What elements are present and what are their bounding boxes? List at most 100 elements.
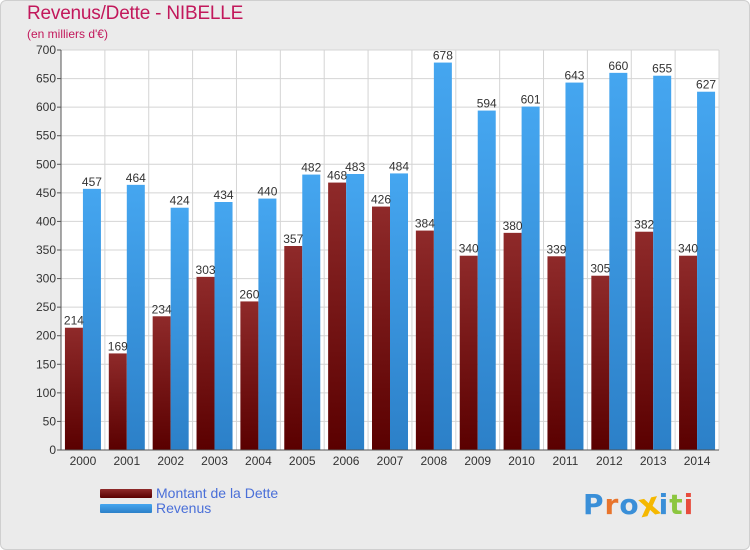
bar-revenus (477, 110, 496, 451)
logo-letter: o (619, 488, 640, 521)
y-tick-label: 200 (36, 329, 56, 343)
y-tick-label: 300 (36, 272, 56, 286)
legend-swatch-dette (100, 489, 152, 498)
data-label: 340 (678, 242, 698, 256)
x-tick-label: 2007 (377, 454, 404, 468)
bar-dette (503, 232, 522, 450)
bar-dette (459, 255, 478, 450)
data-label: 655 (652, 62, 672, 76)
data-label: 380 (503, 219, 523, 233)
logo-letter: i (683, 488, 695, 521)
bar-revenus (214, 202, 233, 450)
data-label: 340 (459, 242, 479, 256)
x-tick-label: 2001 (113, 454, 140, 468)
bar-dette (328, 182, 347, 451)
bar-dette (547, 256, 566, 450)
y-tick-label: 150 (36, 357, 56, 371)
data-label: 234 (152, 302, 172, 316)
y-tick-label: 100 (36, 386, 56, 400)
bar-dette (64, 327, 83, 450)
data-label: 384 (415, 217, 435, 231)
y-tick-label: 500 (36, 157, 56, 171)
data-label: 260 (239, 287, 259, 301)
x-tick-label: 2002 (157, 454, 184, 468)
bar-revenus (697, 91, 716, 450)
bar-revenus (302, 174, 321, 451)
legend-label-revenus: Revenus (156, 500, 212, 516)
data-label: 468 (327, 169, 347, 183)
data-label: 627 (696, 78, 716, 92)
x-tick-label: 2011 (553, 454, 579, 468)
bar-revenus (653, 75, 672, 450)
x-tick-label: 2009 (464, 454, 491, 468)
data-label: 457 (82, 175, 102, 189)
data-label: 464 (126, 171, 146, 185)
x-tick-label: 2012 (596, 454, 623, 468)
chart-subtitle: (en milliers d'€) (27, 27, 108, 41)
data-label: 484 (389, 159, 409, 173)
bar-dette (591, 275, 610, 450)
data-label: 169 (108, 339, 128, 353)
data-labels: 2144571694642344243034342604403574824684… (64, 49, 716, 354)
bar-revenus (170, 207, 189, 450)
bar-revenus (521, 106, 540, 451)
data-label: 434 (214, 188, 234, 202)
data-label: 339 (546, 242, 566, 256)
y-tick-label: 400 (36, 214, 56, 228)
data-label: 601 (521, 93, 541, 107)
y-tick-label: 0 (49, 443, 56, 457)
logo-letter: P (583, 488, 605, 521)
proxiti-logo: Proxiti (583, 484, 695, 526)
bar-revenus (82, 188, 101, 450)
bar-revenus (433, 62, 452, 450)
bar-dette (372, 206, 390, 450)
x-tick-label: 2003 (201, 454, 228, 468)
data-label: 426 (371, 193, 391, 207)
bar-revenus (565, 82, 584, 451)
legend-label-dette: Montant de la Dette (156, 485, 279, 501)
data-label: 424 (170, 194, 190, 208)
x-tick-label: 2014 (684, 454, 711, 468)
x-tick-label: 2008 (421, 454, 448, 468)
data-label: 382 (634, 218, 654, 232)
data-label: 678 (433, 49, 453, 63)
logo-letter: i (658, 488, 670, 521)
x-tick-label: 2013 (640, 454, 667, 468)
bar-revenus (346, 174, 365, 450)
bar-dette (240, 301, 259, 450)
bar-revenus (390, 173, 408, 450)
data-label: 483 (345, 160, 365, 174)
y-tick-label: 600 (36, 100, 56, 114)
data-label: 594 (477, 97, 497, 111)
y-tick-label: 550 (36, 129, 56, 143)
y-tick-label: 250 (36, 300, 56, 314)
bar-dette (679, 255, 698, 450)
data-label: 357 (283, 232, 303, 246)
x-tick-label: 2000 (70, 454, 97, 468)
y-tick-label: 450 (36, 186, 56, 200)
x-tick-label: 2004 (245, 454, 272, 468)
axes: 0 50 100 150 200 250 300 350 400 450 500 550 600 650 7… (36, 43, 719, 468)
bar-dette (196, 276, 215, 450)
bar-revenus (126, 184, 145, 450)
data-label: 305 (590, 262, 610, 276)
x-tick-label: 2005 (289, 454, 316, 468)
x-tick-label: 2006 (333, 454, 360, 468)
y-tick-label: 650 (36, 72, 56, 86)
data-label: 214 (64, 314, 84, 328)
data-label: 303 (196, 263, 216, 277)
chart-title: Revenus/Dette - NIBELLE (27, 3, 244, 24)
bar-dette (284, 246, 303, 450)
bars (64, 62, 716, 451)
bar-dette (152, 316, 171, 450)
bar-dette (108, 353, 127, 450)
y-tick-label: 700 (36, 43, 56, 57)
y-tick-label: 350 (36, 243, 56, 257)
data-label: 482 (301, 161, 321, 175)
data-label: 440 (257, 185, 277, 199)
data-label: 660 (608, 59, 628, 73)
y-tick-label: 50 (43, 414, 57, 428)
legend-swatch-revenus (100, 504, 152, 513)
bar-dette (415, 230, 434, 450)
